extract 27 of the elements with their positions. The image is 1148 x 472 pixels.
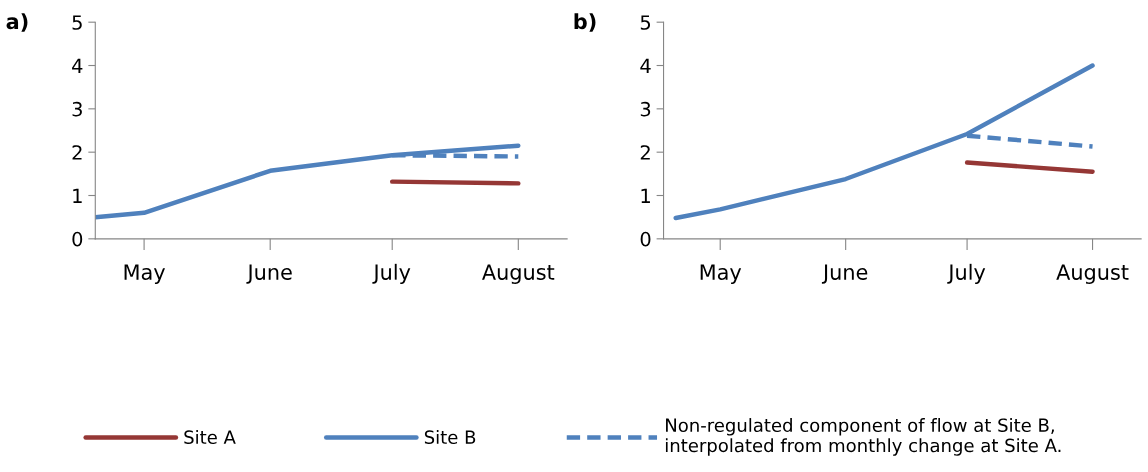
y-tick-label: 5 [640, 15, 651, 30]
x-tick-label: May [124, 264, 166, 284]
y-tick-label: 3 [72, 101, 82, 117]
y-tick-label: 5 [72, 15, 82, 30]
legend-label: Site A [184, 430, 236, 445]
x-tick-label: May [700, 264, 742, 284]
line-series [95, 143, 521, 220]
legend-label: Non-regulated component of flow at Site B, interpolated from monthly change at Site A. [665, 418, 1061, 456]
y-tick-label: 3 [640, 101, 651, 117]
y-tick-label: 1 [73, 188, 82, 203]
x-tick-label: August [1056, 264, 1129, 284]
x-tick-label: August [482, 264, 555, 284]
y-tick-label: 2 [640, 145, 650, 160]
y-tick-label: 1 [641, 188, 650, 203]
y-tick-label: 0 [72, 231, 83, 247]
x-tick-label: June [821, 264, 868, 284]
legend-label: Site B [424, 430, 476, 445]
line-series [673, 63, 1095, 221]
x-tick-label: July [947, 263, 986, 284]
y-tick-label: 4 [640, 58, 651, 73]
x-tick-label: June [246, 264, 292, 284]
chart-title: a) [6, 13, 28, 32]
y-tick-label: 2 [72, 145, 82, 160]
x-tick-label: July [372, 263, 411, 284]
y-tick-label: 4 [72, 58, 83, 73]
chart-title: b) [574, 13, 596, 32]
y-tick-label: 0 [640, 231, 651, 247]
